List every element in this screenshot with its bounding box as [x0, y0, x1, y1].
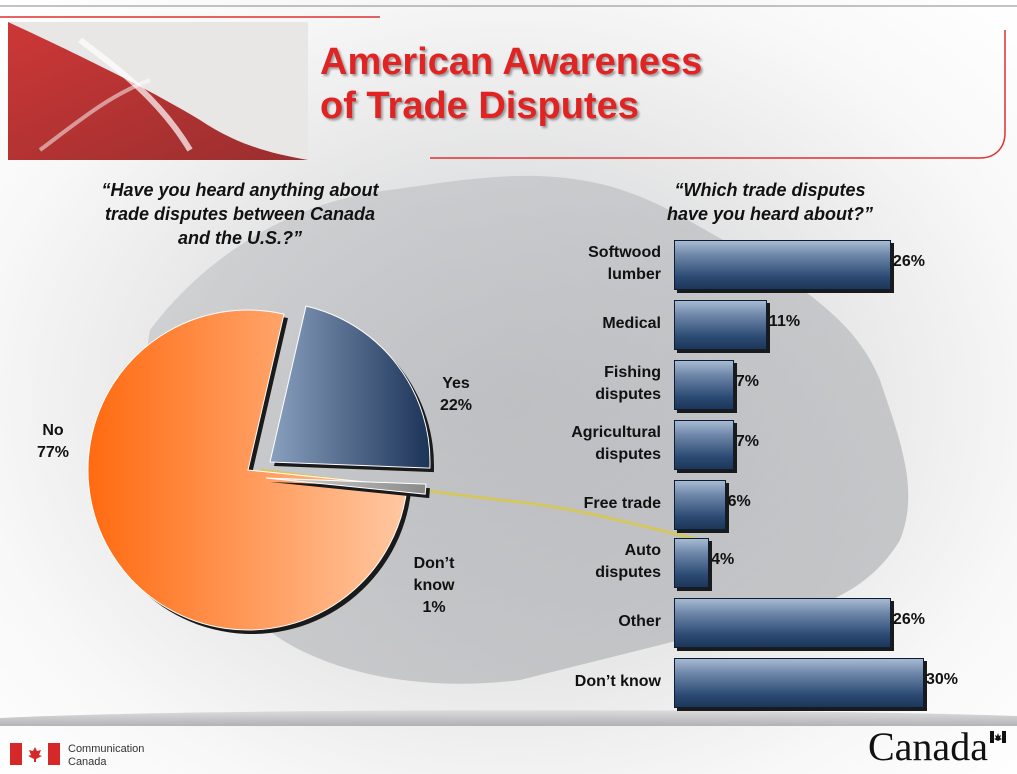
bar: [674, 598, 891, 648]
bar-category-label-line2: lumber: [607, 266, 661, 283]
pie-label-yes: Yes 22%: [428, 373, 484, 417]
bar-category-label: Softwood lumber: [500, 242, 661, 286]
pie-slice-yes: [269, 305, 431, 469]
right-question: “Which trade disputes have you heard abo…: [620, 178, 920, 226]
canada-flag-icon: [10, 743, 60, 765]
bar-value-label: 7%: [735, 433, 759, 450]
pie-slice-dont-know-shadow: [270, 482, 430, 499]
pie-label-dont-know-line2: know: [413, 577, 455, 594]
bar-value-label: 11%: [768, 313, 801, 330]
pie-label-yes-name: Yes: [442, 375, 470, 392]
bar: [674, 658, 924, 708]
bar-category-label-line1: Agricultural: [571, 424, 661, 441]
bar-value-label: 7%: [735, 373, 759, 390]
left-question-line3: and the U.S.?”: [177, 228, 302, 248]
left-question-line2: trade disputes between Canada: [104, 204, 376, 224]
pie-slice-dont-know: [265, 477, 427, 495]
department-name-line2: Canada: [68, 756, 107, 768]
bar-category-label: Don’t know: [500, 671, 661, 693]
bar-category-label: Other: [500, 611, 661, 633]
bar-category-label: Fishing disputes: [500, 362, 661, 406]
department-name: Communication Canada: [68, 743, 144, 769]
bar-category-label-line1: Free trade: [583, 495, 661, 512]
left-question-line1: “Have you heard anything about: [101, 180, 379, 200]
pie-label-yes-value: 22%: [439, 397, 473, 414]
bar-category-label-line1: Don’t know: [574, 673, 661, 690]
pie-slice-no: [87, 309, 408, 631]
pie-label-dont-know-value: 1%: [422, 599, 446, 616]
bar: [674, 360, 734, 410]
flag-corner-decoration: [8, 22, 308, 160]
bar-category-label-line2: disputes: [595, 564, 661, 581]
bar-value-label: 26%: [892, 253, 925, 270]
bar-value-label: 6%: [727, 493, 751, 510]
pie-label-no-value: 77%: [36, 444, 70, 461]
bar: [674, 420, 734, 470]
slide-title-line1: American Awareness: [320, 41, 703, 83]
wordmark-flag-icon: [990, 731, 1006, 743]
bar: [674, 480, 726, 530]
pie-label-dont-know: Don’t know 1%: [402, 553, 466, 619]
right-question-line2: have you heard about?”: [666, 204, 874, 224]
bar: [674, 538, 710, 588]
bar-category-label-line2: disputes: [595, 386, 661, 403]
department-name-line1: Communication: [68, 743, 145, 755]
bar-category-label-line1: Medical: [602, 315, 661, 332]
bar: [674, 300, 767, 350]
left-question: “Have you heard anything about trade dis…: [70, 178, 410, 250]
bar-category-label-line1: Softwood: [588, 244, 661, 261]
bar-category-label-line1: Other: [618, 613, 661, 630]
slide-title: American Awareness of Trade Disputes: [320, 40, 840, 128]
right-question-line1: “Which trade disputes: [674, 180, 866, 200]
bar-category-label: Medical: [500, 313, 661, 335]
bar-value-label: 26%: [892, 611, 925, 628]
bar-category-label: Agricultural disputes: [500, 422, 661, 466]
bar-value-label: 4%: [711, 551, 735, 568]
bar-category-label: Free trade: [500, 493, 661, 515]
pie-label-no: No 77%: [28, 420, 78, 464]
canada-wordmark: Canada: [868, 724, 988, 769]
bar-category-label-line2: disputes: [595, 446, 661, 463]
bar-category-label-line1: Auto: [624, 542, 661, 559]
bar: [674, 240, 891, 290]
pie-label-no-name: No: [42, 422, 64, 439]
bar-category-label-line1: Fishing: [604, 364, 661, 381]
pie-label-dont-know-line1: Don’t: [413, 555, 455, 572]
bar-category-label: Auto disputes: [500, 540, 661, 584]
slide-title-line2: of Trade Disputes: [320, 85, 639, 127]
bar-value-label: 30%: [926, 671, 959, 688]
